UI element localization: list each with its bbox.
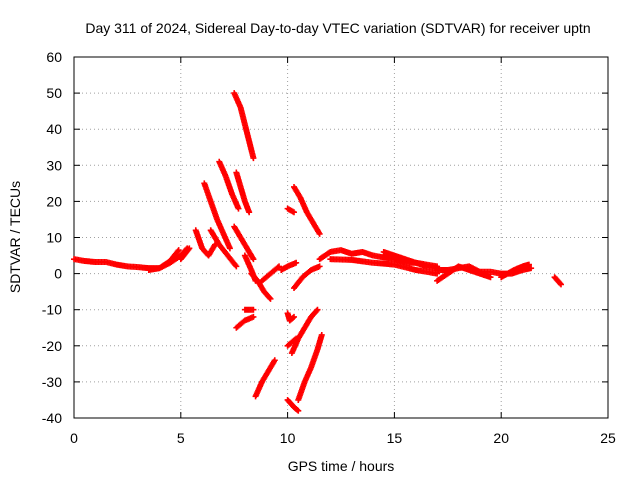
data-point	[295, 407, 302, 414]
data-point	[293, 335, 300, 342]
series-track-g	[216, 158, 242, 212]
series-track-t	[291, 263, 323, 292]
y-tick-labels: 60 50 40 30 20 10 0 -10 -20 -30 -40	[42, 49, 62, 426]
axis-ticks	[73, 56, 609, 419]
series-track-v	[284, 310, 298, 324]
x-tick-label: 10	[280, 430, 296, 446]
x-axis-label: GPS time / hours	[288, 458, 395, 474]
data-point	[226, 245, 233, 252]
y-tick-label: 40	[46, 121, 62, 137]
series-track-c	[177, 245, 193, 263]
chart-title: Day 311 of 2024, Sidereal Day-to-day VTE…	[85, 20, 590, 36]
data-point	[294, 406, 301, 413]
y-tick-label: 50	[46, 85, 62, 101]
series-track-h	[233, 169, 253, 216]
data-point	[558, 281, 565, 288]
data-point	[250, 155, 257, 162]
series-track-e	[201, 180, 233, 252]
data-point	[250, 256, 257, 263]
x-tick-label: 5	[177, 430, 185, 446]
y-tick-label: 60	[46, 49, 62, 65]
x-tick-label: 20	[493, 430, 509, 446]
data-point	[557, 280, 564, 287]
x-tick-label: 0	[70, 430, 78, 446]
data-point	[291, 313, 298, 320]
data-point	[525, 261, 532, 268]
data-point	[233, 263, 240, 270]
series-track-y	[284, 335, 300, 349]
y-tick-label: -40	[42, 410, 62, 426]
series-track-o	[248, 270, 274, 302]
series-track-r	[284, 205, 298, 216]
data-point	[267, 295, 274, 302]
series-track-j	[231, 223, 257, 263]
data-point	[293, 259, 300, 266]
y-tick-label: -10	[42, 302, 62, 318]
series-track-q	[278, 259, 300, 273]
series-track-s	[291, 183, 323, 237]
series-track-d	[192, 227, 218, 259]
series-track-w	[284, 396, 302, 414]
data-point	[528, 265, 535, 272]
x-tick-label: 15	[387, 430, 403, 446]
data-point	[266, 294, 273, 301]
y-tick-label: -30	[42, 374, 62, 390]
data-point	[314, 306, 321, 313]
data-point	[291, 209, 298, 216]
grid-lines	[74, 57, 608, 418]
y-tick-label: 10	[46, 230, 62, 246]
y-tick-label: 20	[46, 193, 62, 209]
data-point	[250, 306, 257, 313]
series-track-aa	[327, 256, 441, 277]
data-point	[235, 205, 242, 212]
data-marks	[71, 90, 565, 414]
y-tick-label: 30	[46, 157, 62, 173]
data-point	[250, 313, 257, 320]
series-track-ab	[380, 248, 441, 272]
data-point	[185, 246, 192, 253]
series-track-n	[252, 357, 278, 400]
x-tick-labels: 0 5 10 15 20 25	[70, 430, 616, 446]
series-track-ae	[498, 261, 532, 281]
data-point	[271, 357, 278, 364]
data-point	[276, 263, 283, 270]
data-point	[313, 307, 320, 314]
series-track-x	[295, 331, 325, 403]
data-point	[186, 245, 193, 252]
series-track-f	[207, 227, 240, 270]
series-track-ad	[434, 263, 494, 284]
y-tick-label: -20	[42, 338, 62, 354]
series-track-l	[233, 313, 257, 331]
series-track-af	[551, 274, 565, 288]
series-track-i	[231, 90, 257, 162]
data-point	[175, 247, 182, 254]
data-point	[289, 314, 296, 321]
data-point	[316, 230, 323, 237]
data-point	[487, 274, 494, 281]
series-track-p	[258, 263, 283, 284]
data-point	[246, 209, 253, 216]
series-track-m	[241, 306, 257, 313]
data-point	[316, 263, 323, 270]
x-tick-label: 25	[600, 430, 616, 446]
data-point	[318, 331, 325, 338]
y-axis-label: SDTVAR / TECUs	[7, 181, 23, 293]
y-tick-label: 0	[54, 266, 62, 282]
